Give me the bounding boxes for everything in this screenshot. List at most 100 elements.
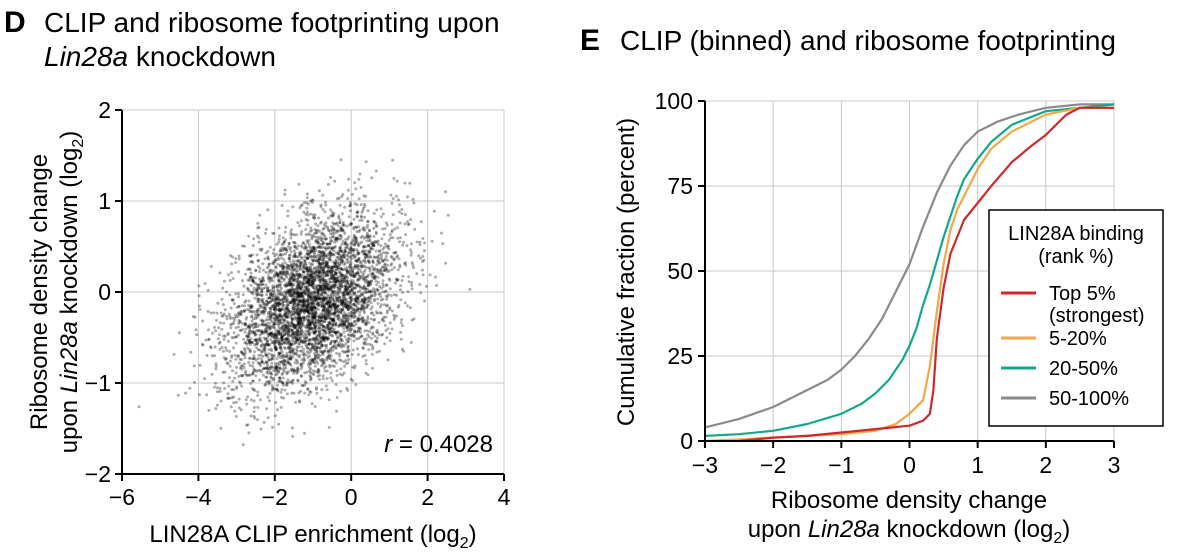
scatter-point xyxy=(346,197,350,201)
scatter-point xyxy=(260,350,263,354)
scatter-point xyxy=(421,259,424,263)
scatter-point xyxy=(222,381,226,385)
scatter-point xyxy=(269,315,273,319)
scatter-point xyxy=(308,229,312,233)
scatter-point xyxy=(410,283,414,287)
scatter-point xyxy=(340,229,344,233)
scatter-point xyxy=(240,374,244,378)
scatter-point xyxy=(357,284,361,288)
scatter-point xyxy=(322,278,326,281)
scatter-point xyxy=(373,297,377,301)
scatter-point xyxy=(375,224,379,228)
scatter-point xyxy=(283,346,287,349)
scatter-point xyxy=(356,258,360,262)
scatter-point xyxy=(392,251,396,255)
scatter-point xyxy=(209,311,213,315)
scatter-point xyxy=(312,331,316,335)
scatter-point xyxy=(247,303,250,307)
scatter-point xyxy=(292,335,296,339)
scatter-point xyxy=(297,253,301,257)
scatter-point xyxy=(261,262,265,266)
scatter-point xyxy=(339,324,343,327)
scatter-point xyxy=(266,318,270,322)
scatter-point xyxy=(281,331,285,335)
scatter-point xyxy=(273,254,277,258)
scatter-point xyxy=(334,323,338,327)
scatter-point xyxy=(410,287,414,291)
scatter-point xyxy=(309,378,313,382)
scatter-point xyxy=(297,309,301,313)
scatter-point xyxy=(341,279,345,283)
scatter-point xyxy=(281,371,285,375)
scatter-xlabel-pre: LIN28A CLIP enrichment (log xyxy=(149,521,459,548)
scatter-point xyxy=(346,388,350,392)
scatter-point xyxy=(214,407,218,410)
scatter-point xyxy=(270,320,274,324)
scatter-point xyxy=(355,330,359,334)
scatter-point xyxy=(269,358,273,361)
scatter-point xyxy=(275,383,279,387)
scatter-point xyxy=(245,308,249,312)
scatter-point xyxy=(249,260,252,264)
scatter-point xyxy=(376,255,380,259)
scatter-point xyxy=(346,257,350,261)
scatter-point xyxy=(281,236,285,240)
scatter-point xyxy=(289,228,293,232)
scatter-point xyxy=(265,293,269,297)
scatter-point xyxy=(388,306,392,310)
scatter-point xyxy=(312,266,316,270)
scatter-point xyxy=(284,383,288,387)
scatter-point xyxy=(383,227,387,231)
scatter-point xyxy=(340,285,344,289)
scatter-point xyxy=(309,254,313,258)
scatter-point xyxy=(379,303,383,307)
scatter-point xyxy=(286,288,289,292)
scatter-point xyxy=(348,248,352,252)
scatter-point xyxy=(257,369,261,372)
scatter-point xyxy=(326,300,330,304)
scatter-point xyxy=(318,284,321,288)
scatter-point xyxy=(355,283,358,287)
scatter-point xyxy=(293,255,297,259)
scatter-point xyxy=(290,342,294,346)
scatter-point xyxy=(306,278,310,282)
scatter-point xyxy=(345,338,348,342)
scatter-point xyxy=(355,211,359,215)
scatter-point xyxy=(321,242,325,246)
scatter-point xyxy=(341,254,345,258)
scatter-point xyxy=(304,286,308,290)
scatter-point xyxy=(284,291,288,295)
scatter-point xyxy=(221,286,225,290)
scatter-point xyxy=(301,290,305,294)
scatter-point xyxy=(289,343,293,347)
scatter-point xyxy=(316,368,320,372)
scatter-point xyxy=(390,262,394,266)
scatter-point xyxy=(356,308,360,312)
scatter-point xyxy=(326,323,330,327)
scatter-point xyxy=(364,323,368,327)
scatter-point xyxy=(325,286,329,290)
scatter-point xyxy=(406,222,410,226)
scatter-point xyxy=(283,388,287,392)
scatter-point xyxy=(395,278,399,282)
scatter-point xyxy=(372,275,376,279)
scatter-point xyxy=(341,260,345,264)
scatter-point xyxy=(298,282,302,286)
scatter-point xyxy=(297,274,301,278)
scatter-point xyxy=(303,275,307,279)
scatter-point xyxy=(288,300,292,304)
scatter-point xyxy=(308,307,312,311)
scatter-point xyxy=(198,363,202,367)
scatter-point xyxy=(231,379,235,383)
scatter-point xyxy=(290,318,294,322)
scatter-point xyxy=(366,317,370,321)
scatter-point xyxy=(310,228,314,232)
scatter-point xyxy=(325,377,329,380)
scatter-point xyxy=(268,325,272,329)
scatter-point xyxy=(353,282,357,285)
scatter-point xyxy=(310,327,314,331)
scatter-point xyxy=(262,301,266,305)
scatter-point xyxy=(347,337,351,341)
y-tick-label: 75 xyxy=(667,173,693,199)
scatter-point xyxy=(249,254,253,257)
